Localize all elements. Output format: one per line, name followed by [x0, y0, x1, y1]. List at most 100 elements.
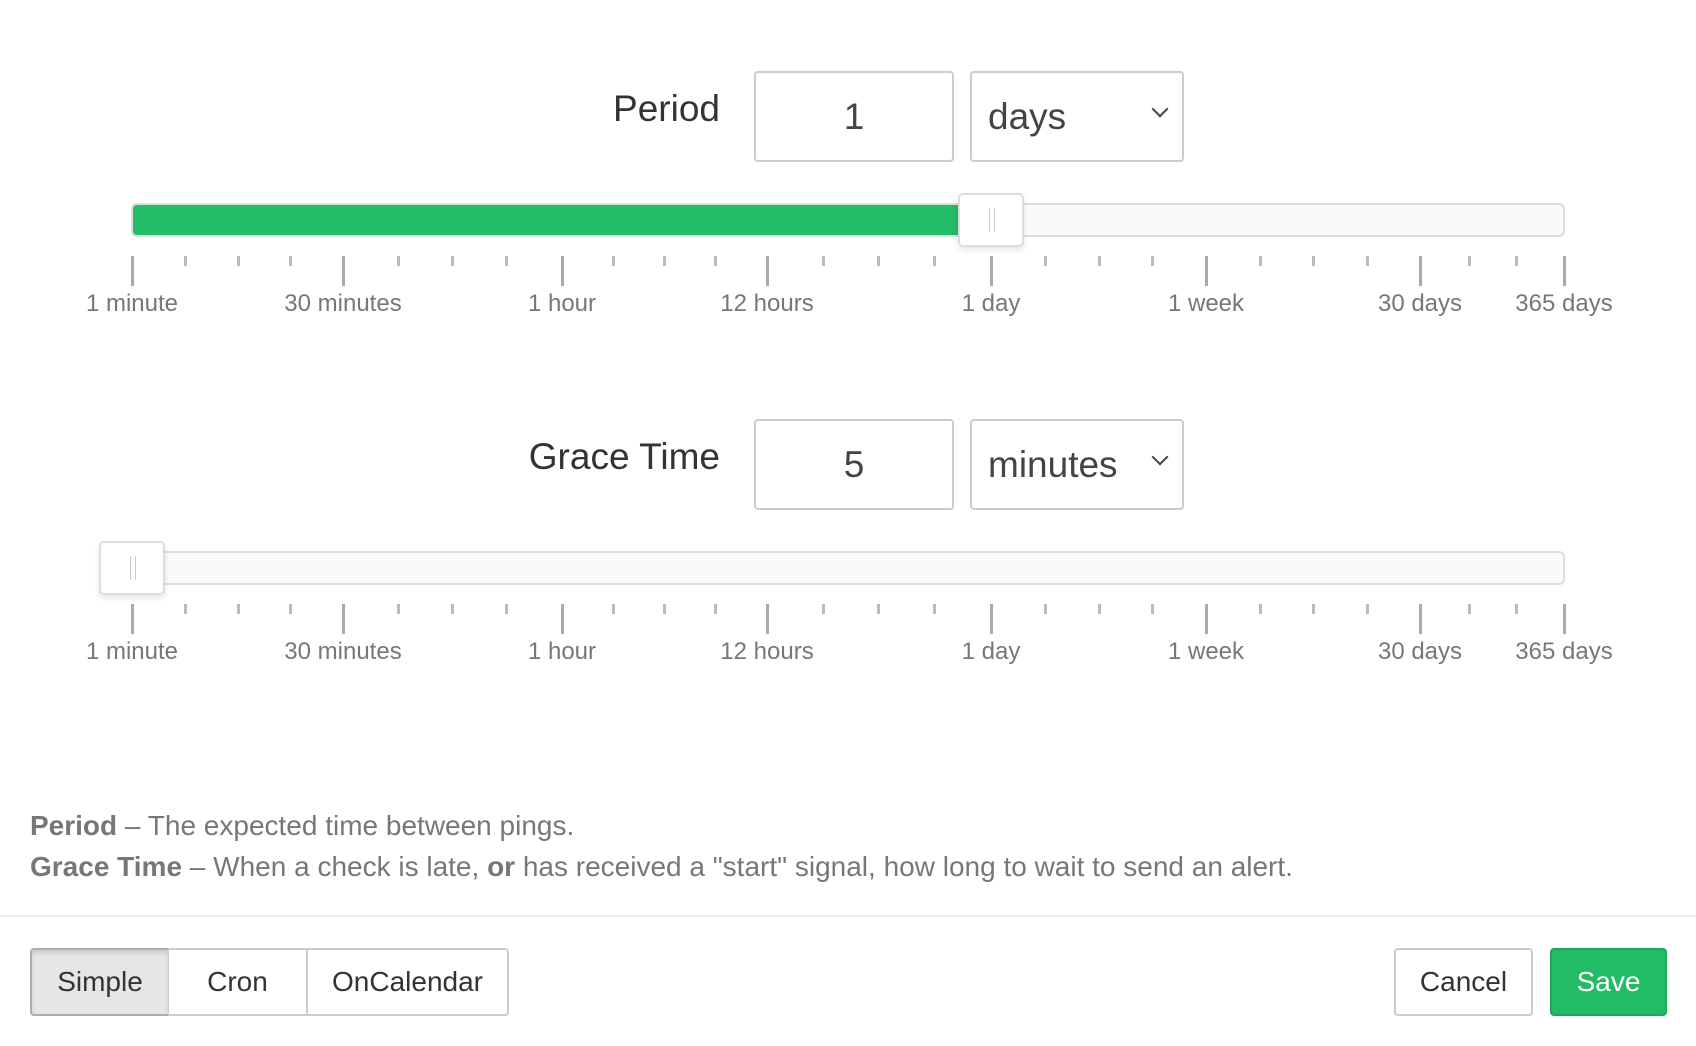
major-tick: [1205, 256, 1208, 286]
minor-tick: [1515, 604, 1518, 614]
grace-slider-scale: 1 minute 30 minutes 1 hour 12 hours 1 day 1 w…: [0, 604, 1696, 665]
tick-label: 1 hour: [527, 290, 597, 317]
major-tick: [1563, 256, 1566, 286]
minor-tick: [1312, 604, 1315, 614]
major-tick: [561, 256, 564, 286]
grace-value-input[interactable]: 5: [754, 419, 954, 510]
minor-tick: [505, 256, 508, 266]
minor-tick: [612, 256, 615, 266]
tick-label: 30 days: [1377, 638, 1463, 665]
tick-label: 30 minutes: [284, 290, 402, 317]
major-tick: [990, 256, 993, 286]
grace-unit-select[interactable]: minutes: [970, 419, 1184, 510]
save-button[interactable]: Save: [1550, 948, 1667, 1016]
mode-oncalendar-button[interactable]: OnCalendar: [307, 948, 509, 1016]
minor-tick: [451, 256, 454, 266]
minor-tick: [237, 256, 240, 266]
minor-tick: [289, 604, 292, 614]
tick-label: 365 days: [1515, 290, 1613, 317]
major-tick: [1563, 604, 1566, 634]
period-slider-scale: 1 minute 30 minutes 1 hour 12 hours 1 day 1 w…: [0, 256, 1696, 317]
minor-tick: [714, 256, 717, 266]
minor-tick: [663, 256, 666, 266]
tick-label: 1 week: [1167, 290, 1245, 317]
period-help: Period – The expected time between pings…: [30, 810, 574, 842]
minor-tick: [1044, 604, 1047, 614]
minor-tick: [1312, 256, 1315, 266]
grace-help-text-2: has received a "start" signal, how long …: [515, 851, 1293, 882]
major-tick: [131, 604, 134, 634]
minor-tick: [822, 256, 825, 266]
minor-tick: [877, 256, 880, 266]
period-help-text: – The expected time between pings.: [117, 810, 575, 841]
period-slider-handle[interactable]: [958, 193, 1025, 247]
grace-slider-handle[interactable]: [99, 541, 165, 595]
period-unit-value: days: [988, 95, 1067, 137]
mode-cron-button[interactable]: Cron: [168, 948, 308, 1016]
minor-tick: [1366, 604, 1369, 614]
minor-tick: [1151, 256, 1154, 266]
period-label: Period: [613, 88, 720, 129]
major-tick: [342, 256, 345, 286]
major-tick: [990, 604, 993, 634]
minor-tick: [1468, 256, 1471, 266]
grace-help-text-1: – When a check is late,: [182, 851, 488, 882]
minor-tick: [1515, 256, 1518, 266]
minor-tick: [184, 256, 187, 266]
grace-unit-value: minutes: [988, 443, 1118, 485]
minor-tick: [877, 604, 880, 614]
cancel-button[interactable]: Cancel: [1394, 948, 1533, 1016]
minor-tick: [1044, 256, 1047, 266]
minor-tick: [1259, 604, 1262, 614]
minor-tick: [933, 256, 936, 266]
minor-tick: [289, 256, 292, 266]
tick-label: 30 days: [1377, 290, 1463, 317]
mode-simple-button[interactable]: Simple: [30, 948, 170, 1016]
major-tick: [1419, 256, 1422, 286]
tick-label: 1 day: [961, 638, 1021, 665]
grace-time-label: Grace Time: [528, 436, 720, 477]
minor-tick: [237, 604, 240, 614]
minor-tick: [397, 256, 400, 266]
major-tick: [1419, 604, 1422, 634]
minor-tick: [1151, 604, 1154, 614]
minor-tick: [1098, 604, 1101, 614]
major-tick: [766, 256, 769, 286]
tick-label: 365 days: [1515, 638, 1613, 665]
grace-help-or: or: [487, 851, 516, 882]
tick-label: 1 minute: [85, 638, 179, 665]
period-slider[interactable]: [131, 203, 1565, 237]
period-value-input[interactable]: 1: [754, 71, 954, 162]
tick-label: 1 day: [961, 290, 1021, 317]
major-tick: [1205, 604, 1208, 634]
minor-tick: [933, 604, 936, 614]
period-help-term: Period: [30, 810, 118, 841]
period-unit-select[interactable]: days: [970, 71, 1184, 162]
major-tick: [561, 604, 564, 634]
major-tick: [766, 604, 769, 634]
tick-label: 1 week: [1167, 638, 1245, 665]
minor-tick: [612, 604, 615, 614]
minor-tick: [1468, 604, 1471, 614]
minor-tick: [1098, 256, 1101, 266]
footer-divider: [0, 915, 1696, 917]
minor-tick: [1366, 256, 1369, 266]
minor-tick: [822, 604, 825, 614]
major-tick: [131, 256, 134, 286]
tick-label: 1 hour: [527, 638, 597, 665]
grace-help-term: Grace Time: [30, 851, 183, 882]
tick-label: 1 minute: [85, 290, 179, 317]
period-slider-fill: [133, 205, 994, 235]
tick-label: 12 hours: [720, 638, 814, 665]
minor-tick: [184, 604, 187, 614]
minor-tick: [1259, 256, 1262, 266]
minor-tick: [663, 604, 666, 614]
chevron-down-icon: [1151, 100, 1169, 118]
tick-label: 12 hours: [720, 290, 814, 317]
grace-slider[interactable]: [131, 551, 1565, 585]
chevron-down-icon: [1151, 448, 1169, 466]
minor-tick: [714, 604, 717, 614]
minor-tick: [397, 604, 400, 614]
minor-tick: [505, 604, 508, 614]
minor-tick: [451, 604, 454, 614]
